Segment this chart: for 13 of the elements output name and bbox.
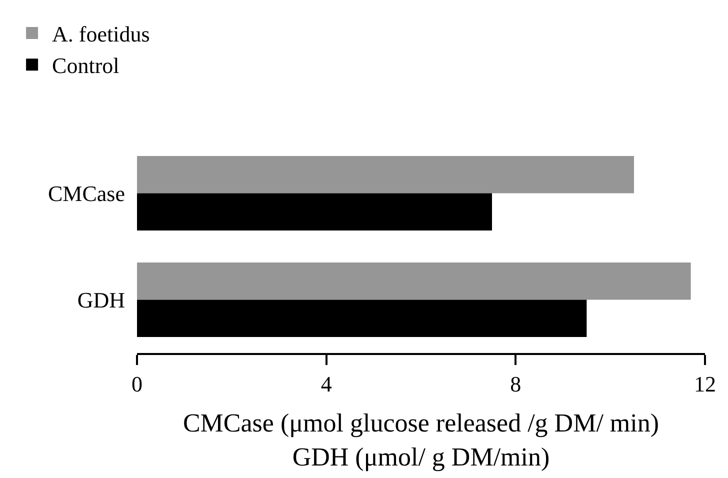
x-tick-label: 8 bbox=[510, 371, 522, 396]
bar bbox=[137, 262, 691, 300]
bar bbox=[137, 156, 634, 194]
bar bbox=[137, 300, 587, 338]
x-tick-label: 4 bbox=[320, 371, 332, 396]
x-axis-title: CMCase (μmol glucose released /g DM/ min) GDH (μmol/ g DM/min) bbox=[182, 408, 660, 472]
x-tick-label: 12 bbox=[694, 371, 716, 396]
y-tick-label: GDH bbox=[77, 287, 136, 312]
bar bbox=[137, 193, 492, 231]
x-tick-label: 0 bbox=[132, 371, 142, 396]
y-tick-label: CMCase bbox=[48, 180, 136, 206]
legend-label: Control bbox=[52, 53, 120, 78]
legend-label: A. foetidus bbox=[52, 22, 150, 47]
